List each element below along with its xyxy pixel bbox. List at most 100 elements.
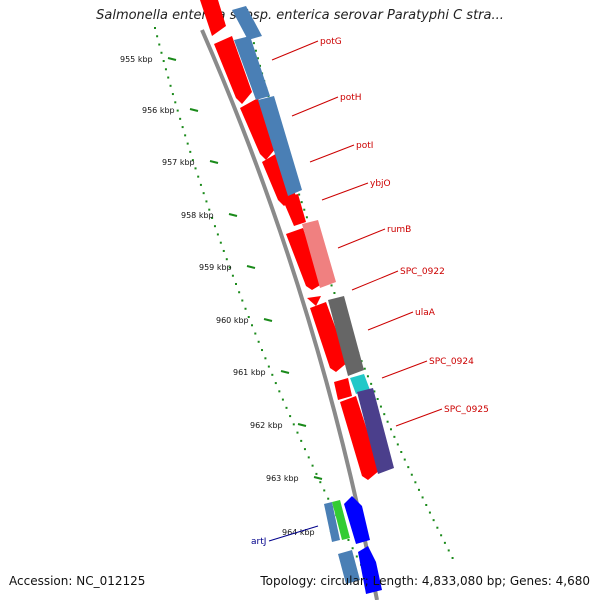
ruler-dot: [244, 307, 247, 310]
gene-feature[interactable]: [286, 228, 322, 290]
ruler-dot: [174, 101, 177, 104]
gene-feature[interactable]: [258, 96, 302, 196]
ruler-dot: [274, 382, 277, 385]
ruler-dot: [351, 547, 354, 550]
ruler-dot: [327, 497, 330, 500]
gene-feature[interactable]: [214, 36, 252, 104]
ruler-dot: [241, 299, 244, 302]
map-title: Salmonella enterica subsp. enterica sero…: [96, 8, 504, 23]
ruler-dot: [251, 324, 254, 327]
ruler-label: 957 kbp: [162, 158, 195, 167]
gene-feature[interactable]: [302, 220, 336, 288]
gene-leader-line: [351, 270, 399, 291]
ruler-dot: [303, 448, 306, 451]
gene-feature[interactable]: [282, 194, 306, 226]
ruler-labels: 955 kbp 956 kbp 957 kbp 958 kbp 959 kbp 960 k…: [120, 55, 315, 537]
gene-feature[interactable]: [328, 296, 364, 376]
ruler-dot: [171, 93, 174, 96]
ruler-dot: [300, 201, 303, 204]
gene-feature[interactable]: [234, 36, 270, 100]
ruler-dot: [296, 431, 299, 434]
ruler-label: 960 kbp: [216, 316, 249, 325]
gene-feature[interactable]: [338, 550, 360, 584]
ruler-dot: [254, 49, 257, 52]
ruler-dot: [447, 549, 450, 552]
gene-label-ulaa[interactable]: ulaA: [415, 308, 436, 318]
ruler-dot: [184, 134, 187, 137]
ruler-dot: [323, 489, 326, 492]
ruler-dot: [252, 42, 255, 45]
gene-label-spc-0925[interactable]: SPC_0925: [444, 405, 489, 415]
gene-feature[interactable]: [340, 396, 380, 480]
ruler-label: 962 kbp: [250, 421, 283, 430]
gene-feature[interactable]: [344, 496, 370, 544]
gene-label-ybjo[interactable]: ybjO: [370, 179, 391, 189]
ruler-dot: [403, 458, 406, 461]
gene-feature[interactable]: [350, 374, 370, 394]
gene-label-potg[interactable]: potG: [320, 37, 342, 47]
gene-feature[interactable]: [232, 6, 262, 40]
ruler-dot: [261, 349, 264, 352]
ruler-major-tick: [313, 476, 323, 480]
ruler-major-tick: [280, 370, 290, 374]
ruler-dot: [169, 84, 172, 87]
gene-feature[interactable]: [200, 0, 226, 36]
ruler-dot: [267, 365, 270, 368]
ruler-major-tick: [228, 213, 238, 217]
ruler-dot: [202, 192, 205, 195]
ruler-dot: [303, 208, 306, 211]
gene-labels: potG potH potI ybjO rumB SPC_0922 ulaA SPC_0924…: [251, 37, 489, 547]
ruler-dot: [298, 193, 301, 196]
genome-summary: Topology: circular; Length: 4,833,080 bp…: [260, 574, 590, 588]
gene-label-artj[interactable]: artJ: [251, 537, 266, 547]
ruler-dot: [443, 541, 446, 544]
ruler-dot: [235, 282, 238, 285]
ruler-major-tick: [189, 108, 199, 112]
ruler-dot: [355, 555, 358, 558]
gene-leader-line: [367, 311, 414, 331]
ruler-dot: [162, 60, 165, 63]
ruler-dot: [256, 57, 259, 60]
gene-label-rumb[interactable]: rumB: [387, 225, 411, 235]
ruler-dot: [271, 373, 274, 376]
ruler-dot: [156, 35, 159, 38]
gene-label-spc-0924[interactable]: SPC_0924: [429, 357, 474, 367]
ruler-dot: [389, 428, 392, 431]
gene-feature[interactable]: [332, 500, 350, 540]
accession-text: Accession: NC_012125: [9, 574, 146, 588]
gene-feature[interactable]: [358, 546, 382, 594]
gene-leader-line: [271, 40, 319, 61]
ruler-dot: [264, 357, 267, 360]
ruler-dot: [225, 258, 228, 261]
ruler-dot: [160, 51, 163, 54]
ruler-dot: [154, 27, 156, 29]
gene-feature[interactable]: [240, 98, 276, 160]
gene-feature[interactable]: [324, 502, 340, 542]
ruler-dot: [373, 390, 376, 393]
ruler-dot: [205, 200, 208, 203]
ruler-dot: [194, 167, 197, 170]
gene-feature[interactable]: [334, 378, 352, 400]
ruler-dot: [186, 142, 189, 145]
ruler-dot: [421, 496, 424, 499]
ruler-major-tick: [209, 160, 219, 164]
gene-leader-line: [291, 96, 339, 117]
ruler-dot: [164, 68, 167, 71]
gene-label-poth[interactable]: potH: [340, 93, 362, 103]
ruler-dot: [167, 76, 170, 79]
gene-feature[interactable]: [310, 302, 348, 372]
ruler-label: 961 kbp: [233, 368, 266, 377]
gene-label-poti[interactable]: potI: [356, 141, 373, 151]
gene-leader-line: [309, 144, 355, 163]
gene-leader-line: [321, 182, 369, 201]
gene-label-spc-0922[interactable]: SPC_0922: [400, 267, 445, 277]
ruler-dot: [396, 443, 399, 446]
ruler-dot: [179, 117, 182, 120]
ruler-dot: [363, 367, 366, 370]
ruler-dot: [440, 534, 443, 537]
gene-feature[interactable]: [357, 388, 394, 474]
ruler-dot: [379, 405, 382, 408]
gene-feature[interactable]: [307, 296, 321, 306]
ruler-label: 959 kbp: [199, 263, 232, 272]
